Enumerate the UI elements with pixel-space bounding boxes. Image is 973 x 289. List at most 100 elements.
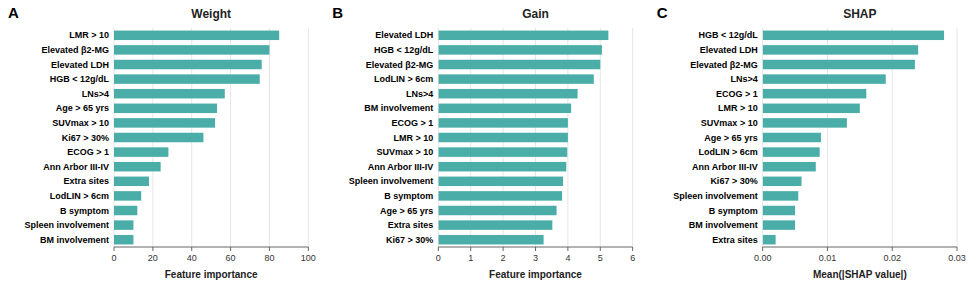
bar — [763, 147, 820, 156]
y-axis: HGB < 12g/dL Elevated LDH Elevated β2-MG LN… — [673, 30, 758, 244]
tick-mark — [438, 247, 439, 251]
bar — [114, 118, 215, 127]
category-label: LMR > 10 — [394, 133, 434, 143]
bar — [114, 235, 133, 244]
category-label: Ann Arbor III-IV — [692, 162, 758, 172]
bar — [438, 118, 568, 127]
panel: CSHAP0.000.010.020.03Mean(|SHAP value|)H… — [657, 4, 966, 280]
bars — [114, 31, 279, 245]
bar — [114, 89, 225, 98]
tick-mark — [762, 247, 763, 251]
bar — [438, 147, 567, 156]
bar — [763, 220, 795, 229]
title: SHAP — [843, 7, 876, 21]
bar — [114, 31, 279, 40]
category-label: SUVmax > 10 — [52, 118, 109, 128]
grid-line — [269, 28, 270, 247]
category-label: BM involvement — [364, 103, 433, 113]
panel-label: A — [8, 4, 19, 21]
bar — [763, 191, 799, 200]
bar — [438, 191, 562, 200]
category-label: Spleen involvement — [349, 176, 434, 186]
bar — [763, 235, 776, 244]
category-label: Elevated LDH — [700, 45, 758, 55]
bar — [763, 31, 944, 40]
category-label: ECOG > 1 — [67, 147, 109, 157]
category-label: Elevated LDH — [375, 30, 433, 40]
category-label: ECOG > 1 — [392, 118, 434, 128]
category-label: Age > 65 yrs — [704, 133, 757, 143]
bar — [114, 60, 262, 69]
bars — [438, 31, 608, 245]
category-label: Elevated LDH — [51, 60, 109, 70]
tick-mark — [892, 247, 893, 251]
category-label: Ann Arbor III-IV — [43, 162, 109, 172]
bar — [763, 177, 802, 186]
axis-label: Feature importance — [165, 269, 258, 280]
tick-label: 1 — [468, 253, 473, 263]
bar — [114, 45, 269, 54]
bar — [763, 89, 867, 98]
bar — [763, 60, 915, 69]
tick-label: 40 — [187, 253, 197, 263]
bar — [763, 104, 860, 113]
category-label: BM involvement — [40, 235, 109, 245]
bar — [763, 206, 795, 215]
bar — [114, 206, 137, 215]
category-label: Age > 65 yrs — [380, 206, 433, 216]
axis-line — [438, 247, 632, 248]
category-label: SUVmax > 10 — [701, 118, 758, 128]
category-label: Elevated β2-MG — [690, 60, 758, 70]
bar — [114, 162, 161, 171]
bars — [763, 31, 944, 245]
bar — [438, 162, 566, 171]
category-label: Extra sites — [388, 220, 434, 230]
bar — [763, 133, 821, 142]
tick-mark — [191, 247, 192, 251]
tick-mark — [230, 247, 231, 251]
category-label: LNs>4 — [406, 89, 433, 99]
category-label: HGB < 12g/dL — [698, 30, 758, 40]
category-label: Ki67 > 30% — [386, 235, 433, 245]
bar — [114, 133, 203, 142]
tick-mark — [114, 247, 115, 251]
tick-mark — [470, 247, 471, 251]
y-axis: Elevated LDHHGB < 12g/dLElevated β2-MGLo… — [349, 30, 434, 244]
bar — [114, 177, 149, 186]
tick-label: 0 — [111, 253, 116, 263]
bar — [763, 162, 816, 171]
category-label: Age > 65 yrs — [56, 103, 109, 113]
tick-label: 0.00 — [754, 253, 772, 263]
bar — [763, 118, 847, 127]
category-label: B symptom — [384, 191, 433, 201]
category-label: LMR > 10 — [718, 103, 758, 113]
bar — [438, 235, 543, 244]
bar — [438, 206, 556, 215]
tick-label: 6 — [630, 253, 635, 263]
category-label: Extra sites — [63, 176, 109, 186]
bar — [763, 74, 886, 83]
category-label: BM involvement — [689, 220, 758, 230]
category-label: Elevated β2-MG — [41, 45, 109, 55]
category-label: Spleen involvement — [24, 220, 109, 230]
category-label: HGB < 12g/dL — [50, 74, 110, 84]
category-label: B symptom — [709, 206, 758, 216]
tick-label: 80 — [264, 253, 274, 263]
tick-mark — [827, 247, 828, 251]
bar — [114, 74, 260, 83]
bar — [438, 60, 600, 69]
tick-label: 0 — [436, 253, 441, 263]
tick-label: 2 — [501, 253, 506, 263]
category-label: LNs>4 — [730, 74, 757, 84]
tick-mark — [308, 247, 309, 251]
chart: AWeight020406080100Feature importanceLMR… — [0, 0, 973, 289]
category-label: LNs>4 — [82, 89, 109, 99]
bar — [114, 191, 141, 200]
tick-label: 0.01 — [819, 253, 837, 263]
bar — [438, 89, 577, 98]
tick-mark — [567, 247, 568, 251]
tick-label: 0.02 — [883, 253, 901, 263]
grid-line — [308, 28, 309, 247]
category-label: LodLIN > 6cm — [374, 74, 433, 84]
tick-label: 100 — [301, 253, 316, 263]
